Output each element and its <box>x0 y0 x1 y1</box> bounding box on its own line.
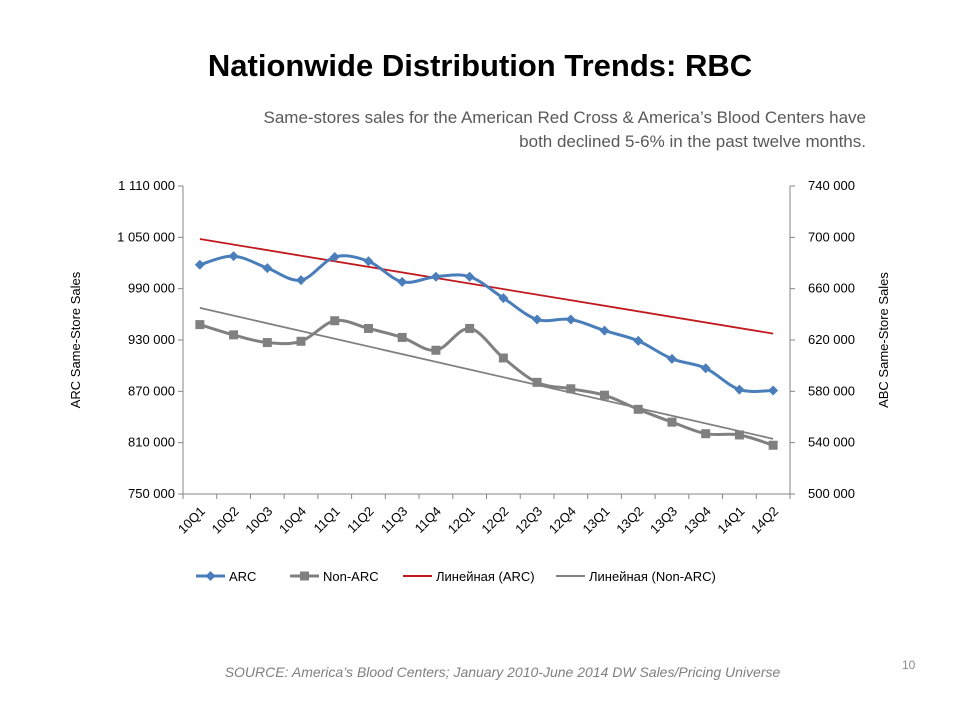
data-point-arc <box>565 314 576 325</box>
data-point-non-arc <box>667 417 677 427</box>
data-point-non-arc <box>768 440 778 450</box>
legend-label-arc: ARC <box>229 569 256 584</box>
x-tick-label: 14Q1 <box>714 504 747 537</box>
slide-subtitle: Same-stores sales for the American Red C… <box>106 106 866 154</box>
data-point-non-arc <box>566 384 576 394</box>
x-tick-label: 11Q4 <box>412 504 444 536</box>
data-point-non-arc <box>296 336 306 346</box>
data-point-arc <box>430 271 441 282</box>
data-point-arc <box>194 259 205 270</box>
trendline-non-arc <box>199 307 774 440</box>
series-line-arc <box>199 254 774 393</box>
x-tick-label: 12Q2 <box>478 504 511 537</box>
y-right-tick-label: 740 000 <box>808 178 855 193</box>
y-left-tick-label: 810 000 <box>128 435 175 450</box>
data-point-non-arc <box>532 377 542 387</box>
data-point-non-arc <box>734 430 744 440</box>
legend-marker-arc <box>205 571 216 581</box>
data-point-arc <box>768 385 779 396</box>
y-left-tick-label: 1 110 000 <box>118 178 175 193</box>
data-point-non-arc <box>195 320 205 330</box>
data-point-non-arc <box>465 323 475 333</box>
data-point-arc <box>296 275 307 286</box>
x-tick-label: 12Q1 <box>445 504 478 537</box>
y-right-tick-label: 500 000 <box>808 486 855 501</box>
y-right-axis-title: ABC Same-Store Sales <box>876 272 891 408</box>
data-point-arc <box>363 256 374 267</box>
x-tick-label: 10Q3 <box>242 504 275 537</box>
y-left-tick-label: 750 000 <box>128 486 175 501</box>
source-note: SOURCE: America’s Blood Centers; January… <box>224 664 781 680</box>
x-tick-label: 10Q4 <box>276 504 309 537</box>
series-line-non-arc <box>199 318 774 447</box>
y-right-tick-label: 700 000 <box>808 229 855 244</box>
y-left-tick-label: 930 000 <box>128 332 175 347</box>
data-point-non-arc <box>363 323 373 333</box>
slide-title: Nationwide Distribution Trends: RBC <box>207 48 753 83</box>
data-point-arc <box>464 271 475 282</box>
x-tick-label: 14Q2 <box>748 504 781 537</box>
legend-marker-non-arc <box>300 571 309 581</box>
subtitle-line-2: both declined 5-6% in the past twelve mo… <box>519 132 866 151</box>
data-point-non-arc <box>229 330 239 340</box>
data-point-arc <box>700 363 711 374</box>
data-point-arc <box>633 335 644 346</box>
x-tick-label: 11Q2 <box>344 504 376 536</box>
y-left-tick-label: 990 000 <box>128 281 175 296</box>
y-right-tick-label: 540 000 <box>808 435 855 450</box>
data-point-arc <box>734 384 745 395</box>
y-left-axis-title: ARC Same-Store Sales <box>68 271 83 408</box>
data-point-arc <box>599 325 610 336</box>
data-point-arc <box>498 293 509 304</box>
data-point-arc <box>329 252 340 263</box>
data-point-arc <box>532 314 543 325</box>
x-tick-label: 10Q2 <box>209 504 242 537</box>
x-tick-label: 10Q1 <box>175 504 208 537</box>
x-tick-label: 13Q3 <box>647 504 680 537</box>
data-point-non-arc <box>600 390 610 400</box>
page-number: 10 <box>902 658 916 672</box>
y-left-tick-label: 1 050 000 <box>117 229 175 244</box>
x-tick-label: 11Q3 <box>378 504 410 536</box>
y-right-tick-label: 660 000 <box>808 281 855 296</box>
x-tick-label: 13Q1 <box>580 504 613 537</box>
data-point-non-arc <box>262 338 272 348</box>
x-tick-label: 13Q4 <box>681 504 714 537</box>
x-tick-label: 12Q4 <box>546 504 579 537</box>
subtitle-line-1: Same-stores sales for the American Red C… <box>263 108 866 127</box>
y-right-tick-label: 620 000 <box>808 332 855 347</box>
data-point-non-arc <box>633 404 643 414</box>
data-point-non-arc <box>397 332 407 342</box>
legend-label-non-arc: Non-ARC <box>323 569 379 584</box>
data-point-arc <box>262 263 273 274</box>
data-point-arc <box>228 251 239 262</box>
y-left-tick-label: 870 000 <box>128 383 175 398</box>
data-point-non-arc <box>498 353 508 363</box>
x-tick-label: 12Q3 <box>512 504 545 537</box>
data-point-non-arc <box>431 345 441 355</box>
legend-label-arc: Линейная (ARC) <box>436 569 535 584</box>
data-point-non-arc <box>330 316 340 326</box>
data-point-arc <box>397 276 408 287</box>
x-tick-label: 13Q2 <box>613 504 646 537</box>
y-right-tick-label: 580 000 <box>808 383 855 398</box>
data-point-arc <box>666 353 677 364</box>
data-point-non-arc <box>701 429 711 439</box>
legend-label-non-arc: Линейная (Non-ARC) <box>589 569 716 584</box>
x-tick-label: 11Q1 <box>310 504 342 536</box>
